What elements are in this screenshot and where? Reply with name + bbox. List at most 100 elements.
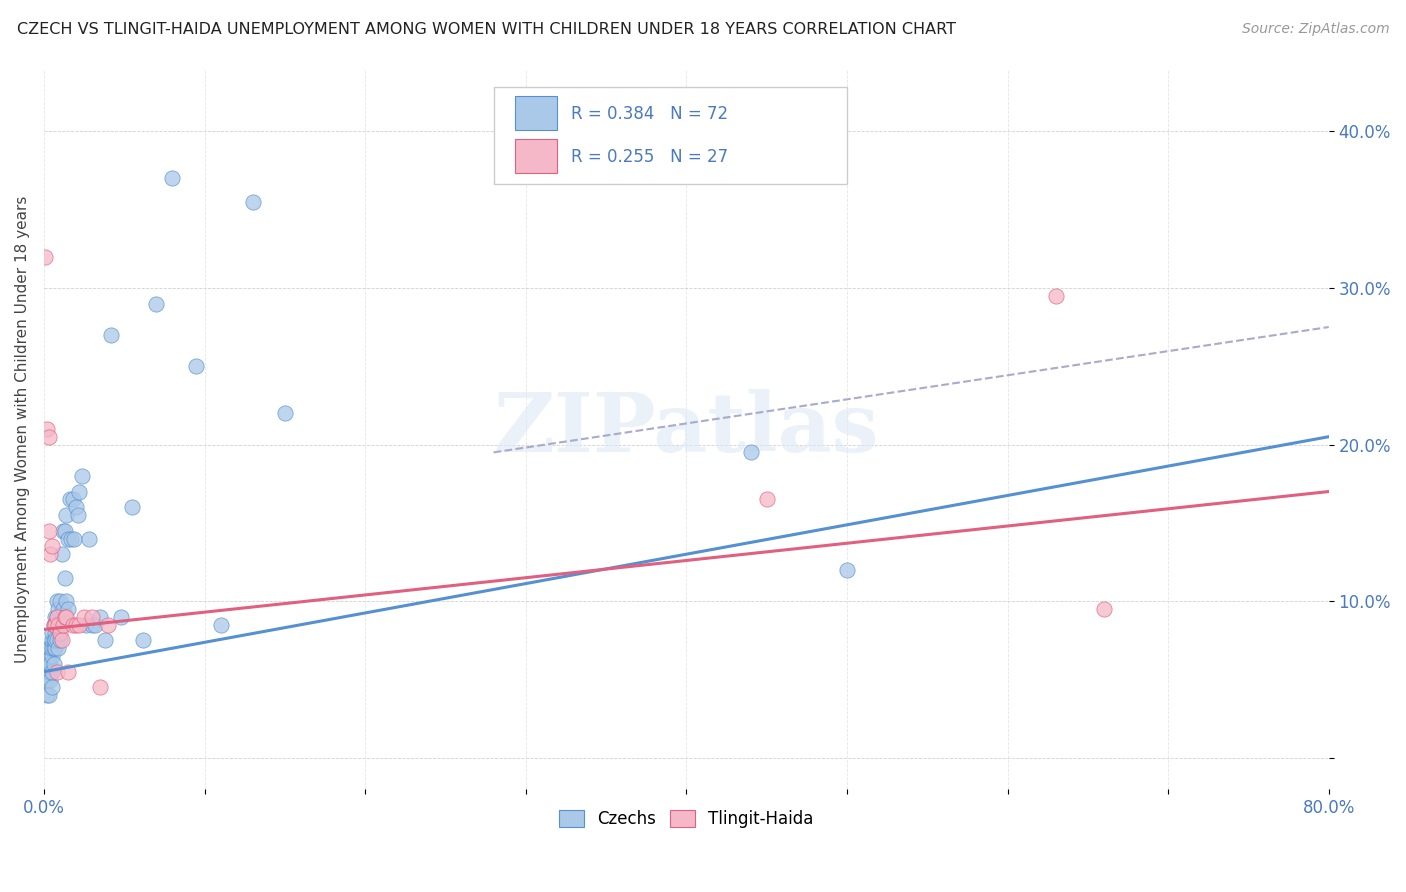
Point bbox=[242, 194, 264, 209]
Text: R = 0.384   N = 72: R = 0.384 N = 72 bbox=[571, 104, 728, 122]
Point bbox=[67, 484, 90, 499]
Point bbox=[45, 665, 67, 679]
Point bbox=[45, 633, 67, 648]
Point bbox=[740, 445, 762, 459]
Point bbox=[39, 547, 62, 561]
Point bbox=[44, 617, 66, 632]
Point bbox=[60, 532, 83, 546]
Point bbox=[37, 688, 59, 702]
Y-axis label: Unemployment Among Women with Children Under 18 years: Unemployment Among Women with Children U… bbox=[15, 195, 30, 663]
Point bbox=[44, 641, 66, 656]
Point bbox=[49, 594, 72, 608]
Point bbox=[56, 665, 79, 679]
Point bbox=[55, 610, 77, 624]
Point bbox=[62, 617, 84, 632]
Point bbox=[51, 547, 73, 561]
Point bbox=[55, 508, 77, 522]
Point bbox=[145, 296, 167, 310]
Point bbox=[45, 610, 67, 624]
Point bbox=[62, 492, 84, 507]
Point bbox=[94, 633, 117, 648]
Point bbox=[52, 524, 75, 538]
Point bbox=[77, 532, 100, 546]
Point bbox=[75, 617, 97, 632]
Point bbox=[100, 327, 122, 342]
Point bbox=[53, 571, 76, 585]
Text: Source: ZipAtlas.com: Source: ZipAtlas.com bbox=[1241, 22, 1389, 37]
Point bbox=[42, 657, 65, 671]
Point bbox=[41, 540, 63, 554]
Point bbox=[162, 171, 184, 186]
Point bbox=[53, 610, 76, 624]
Point bbox=[132, 633, 155, 648]
Point bbox=[84, 617, 107, 632]
Point bbox=[42, 617, 65, 632]
Point bbox=[38, 688, 60, 702]
Point bbox=[51, 633, 73, 648]
Bar bbox=[516, 95, 557, 130]
Point bbox=[44, 610, 66, 624]
Point bbox=[52, 602, 75, 616]
Point bbox=[80, 617, 103, 632]
Point bbox=[41, 681, 63, 695]
Point bbox=[41, 648, 63, 663]
Point bbox=[274, 406, 297, 420]
Point bbox=[41, 625, 63, 640]
Point bbox=[49, 633, 72, 648]
Point bbox=[55, 594, 77, 608]
Point bbox=[1045, 288, 1067, 302]
Point bbox=[38, 524, 60, 538]
Point bbox=[1092, 602, 1115, 616]
Bar bbox=[516, 139, 557, 173]
Point bbox=[45, 610, 67, 624]
Point bbox=[49, 625, 72, 640]
Point bbox=[37, 673, 59, 687]
Point bbox=[46, 641, 69, 656]
Point bbox=[58, 492, 80, 507]
Point bbox=[65, 617, 87, 632]
Point bbox=[65, 500, 87, 515]
Point bbox=[39, 657, 62, 671]
Text: ZIPatlas: ZIPatlas bbox=[494, 389, 879, 469]
Point bbox=[37, 422, 59, 436]
Point bbox=[44, 633, 66, 648]
Point bbox=[52, 617, 75, 632]
Point bbox=[41, 641, 63, 656]
Point bbox=[42, 617, 65, 632]
Point bbox=[34, 665, 56, 679]
Point bbox=[835, 563, 858, 577]
Point bbox=[49, 617, 72, 632]
Point bbox=[39, 673, 62, 687]
Point bbox=[46, 602, 69, 616]
Point bbox=[110, 610, 132, 624]
Text: R = 0.255   N = 27: R = 0.255 N = 27 bbox=[571, 148, 728, 166]
Point bbox=[66, 508, 89, 522]
Point bbox=[67, 617, 90, 632]
Point bbox=[38, 430, 60, 444]
Legend: Czechs, Tlingit-Haida: Czechs, Tlingit-Haida bbox=[553, 804, 820, 835]
Point bbox=[51, 617, 73, 632]
Point bbox=[34, 673, 56, 687]
Point bbox=[73, 610, 96, 624]
Point bbox=[53, 524, 76, 538]
Point bbox=[89, 681, 111, 695]
Point bbox=[56, 602, 79, 616]
Point bbox=[39, 641, 62, 656]
Point bbox=[38, 641, 60, 656]
Point bbox=[38, 657, 60, 671]
Point bbox=[38, 665, 60, 679]
Point bbox=[45, 594, 67, 608]
Point bbox=[38, 648, 60, 663]
Point bbox=[80, 610, 103, 624]
Point bbox=[37, 657, 59, 671]
Point bbox=[186, 359, 208, 374]
Point bbox=[46, 617, 69, 632]
Point bbox=[41, 633, 63, 648]
FancyBboxPatch shape bbox=[494, 87, 846, 184]
Point bbox=[44, 625, 66, 640]
Point bbox=[39, 665, 62, 679]
Text: CZECH VS TLINGIT-HAIDA UNEMPLOYMENT AMONG WOMEN WITH CHILDREN UNDER 18 YEARS COR: CZECH VS TLINGIT-HAIDA UNEMPLOYMENT AMON… bbox=[17, 22, 956, 37]
Point bbox=[63, 532, 86, 546]
Point bbox=[755, 492, 778, 507]
Point bbox=[34, 250, 56, 264]
